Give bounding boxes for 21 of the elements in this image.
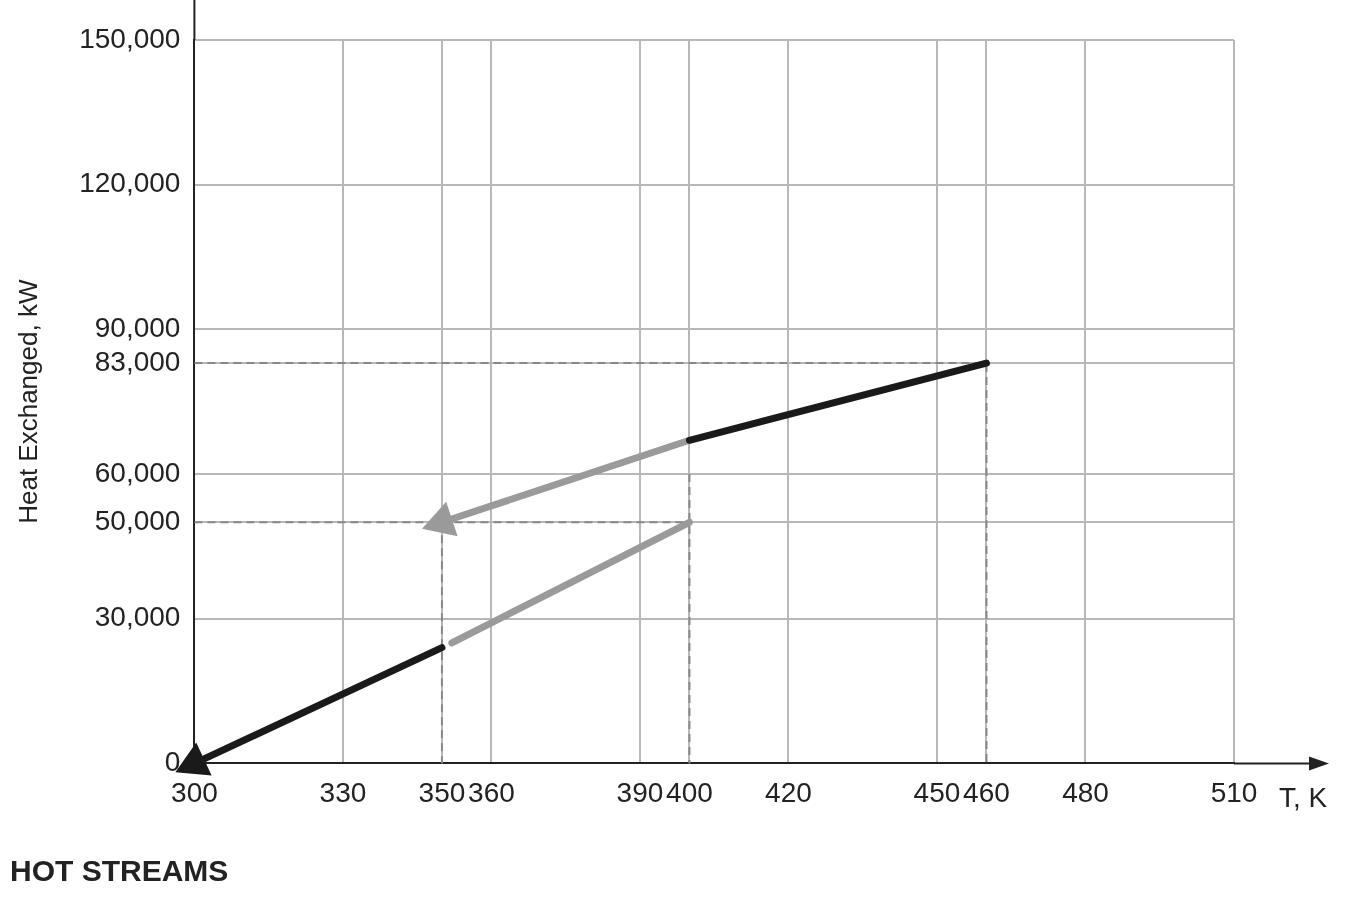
x-tick-label: 300: [171, 776, 218, 808]
x-tick-label: 390: [616, 776, 664, 808]
y-tick-label: 50,000: [94, 504, 181, 536]
x-axis-title: T, K: [1279, 782, 1328, 814]
y-tick-label: 60,000: [94, 456, 181, 488]
x-tick-label: 460: [963, 776, 1010, 808]
y-tick-label: 90,000: [94, 312, 181, 344]
text: HOT STREAMS: [10, 854, 229, 888]
y-tick-label: 30,000: [94, 601, 181, 633]
x-tick-label: 360: [468, 776, 515, 808]
x-tick-label: 480: [1062, 776, 1109, 808]
y-axis-title: Heat Exchanged, kW: [12, 279, 43, 524]
y-tick-label: 120,000: [79, 167, 181, 199]
y-tick-label: 83,000: [94, 345, 181, 377]
x-tick-label: 450: [913, 776, 961, 808]
x-tick-label: 350: [418, 776, 466, 808]
x-tick-label: 420: [765, 776, 812, 808]
y-tick-label: 150,000: [79, 22, 181, 54]
x-tick-label: 400: [666, 776, 713, 808]
x-tick-label: 510: [1210, 776, 1258, 808]
x-tick-label: 330: [319, 776, 367, 808]
